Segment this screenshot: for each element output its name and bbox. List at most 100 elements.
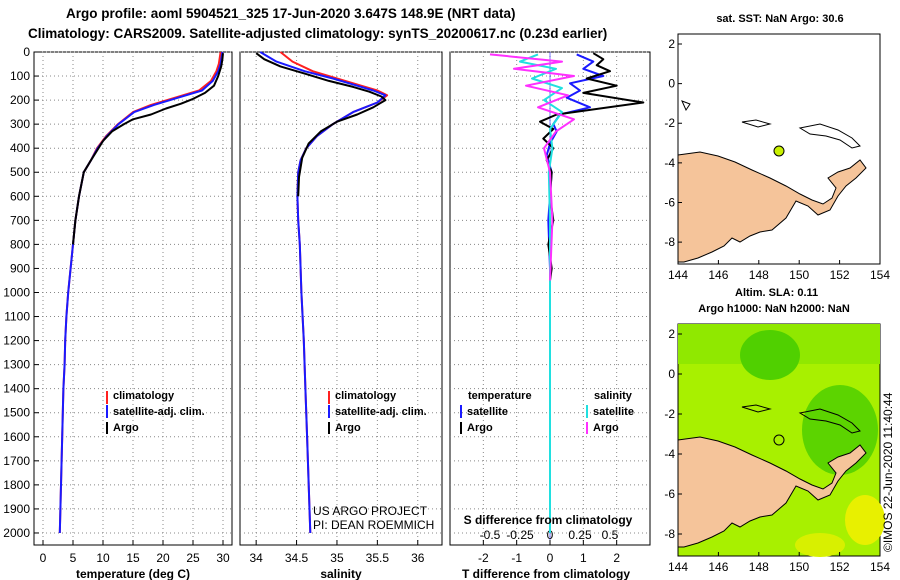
legend-salinity-header: salinity	[594, 390, 633, 402]
salinity-panel: 34 34.5 35 35.5 36 salinity climatology sate…	[239, 51, 443, 580]
legend-climatology-label: climatology	[335, 390, 397, 402]
map-x-tick-label: 148	[749, 268, 769, 282]
depth-axis-ticks: 0 100 200 300 400 500 600 700 800 900 1000 1100 1200…	[3, 45, 39, 540]
y-tick-label: 500	[10, 165, 30, 179]
sla-map-title-1: Altim. SLA: 0.11	[735, 287, 818, 299]
island-north-sla	[741, 404, 772, 413]
y-tick-label: 400	[10, 141, 30, 155]
salinity-diff-axis-label: S difference from climatology	[464, 513, 633, 527]
x-tick-label: 34.5	[285, 551, 309, 565]
map-x-tick-label: 146	[708, 268, 728, 282]
x-tick-label: 30	[216, 551, 230, 565]
y-tick-label: 1800	[3, 478, 30, 492]
y-tick-label: 600	[10, 189, 30, 203]
map-x-tick-label: 148	[749, 560, 769, 574]
map-x-tick-label: 144	[668, 268, 688, 282]
map-panels: sat. SST: NaN Argo: 30.6 144 146 148 150 152…	[664, 13, 895, 574]
legend-sal-argo-label: Argo	[593, 422, 619, 434]
difference-panel: -2 -1 0 1 2 -0.5 -0.25 0 0.25 0.5 S difference fr…	[449, 51, 651, 580]
y-tick-label: 1700	[3, 454, 30, 468]
imos-timestamp: ©IMOS 22-Jun-2020 11:40:44	[881, 392, 895, 552]
y-tick-label: 1400	[3, 382, 30, 396]
y-tick-label: 1600	[3, 430, 30, 444]
y-tick-label: 0	[23, 45, 30, 59]
x-tick-label: 2	[613, 551, 620, 565]
map-x-tick-label: 154	[870, 268, 890, 282]
map-y-tick-label: -8	[664, 235, 675, 249]
y-tick-label: 1200	[3, 334, 30, 348]
legend-satellite-label: satellite-adj. clim.	[113, 406, 205, 418]
x-tick-label: -2	[478, 551, 489, 565]
y-tick-label: 1300	[3, 358, 30, 372]
map-y-tick-label: 0	[668, 77, 675, 91]
sla-yellow-patch-2	[795, 533, 845, 557]
map-y-tick-label: 2	[668, 327, 675, 341]
map-y-tick-label: -2	[664, 116, 675, 130]
salinity-grid	[240, 51, 442, 545]
plot-title-line1: Argo profile: aoml 5904521_325 17-Jun-20…	[66, 6, 516, 21]
legend-sal-satellite-label: satellite	[593, 406, 634, 418]
sst-map: 144 146 148 150 152 154 2 0 -2 -4 -6 -8	[664, 33, 890, 282]
series-climatology	[58, 51, 222, 534]
x-tick-label: 36	[411, 551, 425, 565]
legend-climatology-label: climatology	[113, 390, 175, 402]
sla-yellow-patch	[845, 495, 885, 545]
temperature-panel: 0100200300400500600700800900100011001200…	[3, 45, 233, 580]
x-tick-label-salinity: 0	[547, 528, 554, 542]
series-salinity-argo	[489, 53, 575, 281]
legend-temp-argo-label: Argo	[467, 422, 493, 434]
island-new-britain-sla	[798, 408, 861, 434]
map-x-tick-label: 150	[789, 268, 809, 282]
y-tick-label: 100	[10, 69, 30, 83]
x-tick-label: 15	[126, 551, 140, 565]
legend-temperature-header: temperature	[468, 390, 532, 402]
x-tick-label: 0	[40, 551, 47, 565]
temperature-grid	[34, 51, 232, 545]
island-new-britain	[798, 123, 861, 149]
sla-map: 144 146 148 150 152 154 2 0 -2 -4 -6 -8	[664, 323, 890, 574]
temperature-x-ticks: 0 5 10 15 20 25 30	[40, 540, 230, 565]
legend-temp-satellite-label: satellite	[467, 406, 508, 418]
map-x-tick-label: 154	[870, 560, 890, 574]
new-guinea-land	[677, 151, 867, 263]
x-tick-label-salinity: -0.25	[506, 528, 534, 542]
sla-map-title-2: Argo h1000: NaN h2000: NaN	[698, 303, 850, 315]
x-tick-label-salinity: -0.5	[480, 528, 501, 542]
x-tick-label: 1	[580, 551, 587, 565]
y-tick-label: 700	[10, 213, 30, 227]
x-tick-label-salinity: 0.25	[568, 528, 592, 542]
temperature-axis-label: temperature (deg C)	[76, 567, 190, 580]
new-guinea-land-sla	[677, 436, 867, 548]
map-y-tick-label: -8	[664, 527, 675, 541]
map-x-tick-label: 152	[830, 268, 850, 282]
map-y-tick-label: -6	[664, 487, 675, 501]
x-tick-label: 34	[249, 551, 263, 565]
salinity-plot-frame	[239, 51, 443, 546]
x-tick-label: 0	[547, 551, 554, 565]
y-tick-label: 2000	[3, 526, 30, 540]
temperature-plot-frame	[33, 51, 233, 546]
series-satellite-adj-clim-	[259, 51, 387, 534]
temperature-series	[58, 51, 224, 534]
island-north	[741, 119, 772, 128]
legend-satellite-label: satellite-adj. clim.	[335, 406, 427, 418]
y-tick-label: 1100	[4, 310, 30, 324]
plot-title-line2: Climatology: CARS2009. Satellite-adjuste…	[28, 26, 608, 41]
argo-location-marker	[773, 145, 785, 157]
argo-location-marker-sla	[773, 434, 785, 446]
x-tick-label: 20	[156, 551, 170, 565]
legend-argo-label: Argo	[113, 422, 139, 434]
x-tick-label-salinity: 0.5	[602, 528, 619, 542]
x-tick-label: -1	[511, 551, 522, 565]
map-x-tick-label: 150	[789, 560, 809, 574]
y-tick-label: 200	[10, 93, 30, 107]
map-x-tick-label: 152	[830, 560, 850, 574]
sla-high-patch-1	[740, 330, 800, 380]
sla-map-ticks: 144 146 148 150 152 154 2 0 -2 -4 -6 -8	[664, 327, 890, 574]
series-argo	[255, 52, 387, 197]
y-tick-label: 1000	[3, 285, 30, 299]
series-argo	[72, 53, 224, 245]
map-x-tick-label: 146	[708, 560, 728, 574]
x-tick-label: 25	[186, 551, 200, 565]
salinity-x-ticks: 34 34.5 35 35.5 36	[249, 540, 425, 565]
